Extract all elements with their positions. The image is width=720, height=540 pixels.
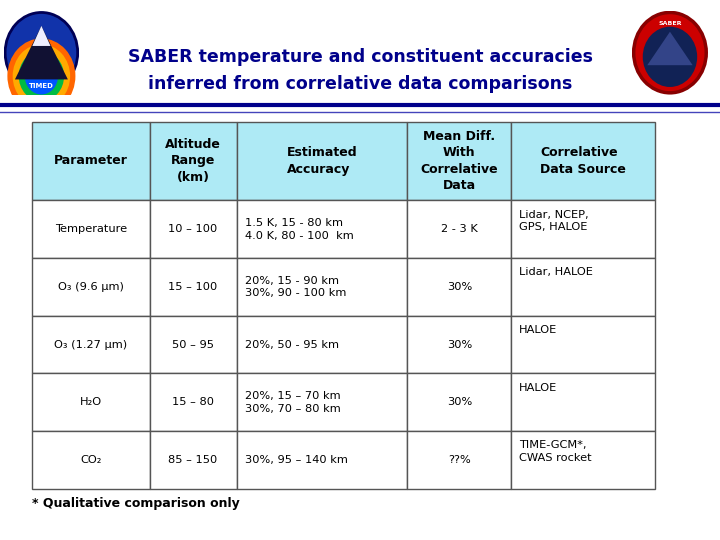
Text: 20%, 15 – 70 km
30%, 70 – 80 km: 20%, 15 – 70 km 30%, 70 – 80 km — [245, 391, 341, 414]
Text: ??%: ??% — [448, 455, 471, 465]
Bar — [237, 122, 408, 200]
Text: 30%: 30% — [446, 340, 472, 349]
Polygon shape — [15, 26, 68, 79]
Text: O₃ (9.6 μm): O₃ (9.6 μm) — [58, 282, 124, 292]
Text: Parameter: Parameter — [54, 154, 128, 167]
Bar — [511, 316, 655, 373]
Bar — [32, 316, 150, 373]
Text: HALOE: HALOE — [519, 325, 557, 335]
Text: SABER: SABER — [658, 21, 682, 26]
Bar — [408, 258, 511, 316]
Bar — [32, 258, 150, 316]
Bar — [150, 200, 237, 258]
Bar — [150, 122, 237, 200]
Polygon shape — [647, 32, 693, 65]
Bar — [511, 258, 655, 316]
Text: Estimated
Accuracy: Estimated Accuracy — [287, 146, 357, 176]
Text: 15 – 80: 15 – 80 — [172, 397, 214, 407]
Bar — [237, 316, 408, 373]
Text: 20%, 15 - 90 km
30%, 90 - 100 km: 20%, 15 - 90 km 30%, 90 - 100 km — [245, 275, 346, 298]
Text: 10 – 100: 10 – 100 — [168, 224, 217, 234]
Bar — [32, 431, 150, 489]
Text: TIME-GCM*,
CWAS rocket: TIME-GCM*, CWAS rocket — [519, 440, 592, 463]
Text: O₃ (1.27 μm): O₃ (1.27 μm) — [55, 340, 127, 349]
Bar — [408, 200, 511, 258]
Bar — [408, 431, 511, 489]
Text: 30%: 30% — [446, 282, 472, 292]
Bar — [237, 373, 408, 431]
Text: H₂O: H₂O — [80, 397, 102, 407]
Polygon shape — [32, 26, 50, 46]
Text: 30%, 95 – 140 km: 30%, 95 – 140 km — [245, 455, 348, 465]
Bar — [511, 431, 655, 489]
Text: * Qualitative comparison only: * Qualitative comparison only — [32, 497, 240, 510]
Circle shape — [5, 12, 78, 93]
Bar — [150, 258, 237, 316]
Text: TIMED: TIMED — [29, 84, 54, 90]
Bar — [150, 431, 237, 489]
Circle shape — [7, 38, 76, 114]
Bar — [32, 200, 150, 258]
Bar — [32, 122, 150, 200]
Bar — [408, 316, 511, 373]
Text: SABER temperature and constituent accuracies: SABER temperature and constituent accura… — [127, 48, 593, 66]
Text: Lidar, HALOE: Lidar, HALOE — [519, 267, 593, 277]
Text: 30%: 30% — [446, 397, 472, 407]
Bar — [32, 373, 150, 431]
Circle shape — [643, 26, 697, 87]
Text: 1.5 K, 15 - 80 km
4.0 K, 80 - 100  km: 1.5 K, 15 - 80 km 4.0 K, 80 - 100 km — [245, 218, 354, 241]
Text: 2 - 3 K: 2 - 3 K — [441, 224, 477, 234]
Bar — [237, 200, 408, 258]
Bar — [237, 431, 408, 489]
Bar — [150, 316, 237, 373]
Text: 15 – 100: 15 – 100 — [168, 282, 217, 292]
Bar — [511, 200, 655, 258]
Text: Lidar, NCEP,
GPS, HALOE: Lidar, NCEP, GPS, HALOE — [519, 210, 589, 232]
Text: 50 – 95: 50 – 95 — [172, 340, 214, 349]
Text: Altitude
Range
(km): Altitude Range (km) — [165, 138, 221, 184]
Text: Correlative
Data Source: Correlative Data Source — [540, 146, 626, 176]
Text: 85 – 150: 85 – 150 — [168, 455, 217, 465]
Text: Mean Diff.
With
Correlative
Data: Mean Diff. With Correlative Data — [420, 130, 498, 192]
Text: inferred from correlative data comparisons: inferred from correlative data compariso… — [148, 75, 572, 93]
Circle shape — [634, 12, 706, 93]
Circle shape — [24, 58, 58, 94]
Text: CO₂: CO₂ — [81, 455, 102, 465]
Bar — [237, 258, 408, 316]
Circle shape — [13, 44, 70, 108]
Text: 20%, 50 - 95 km: 20%, 50 - 95 km — [245, 340, 338, 349]
Circle shape — [19, 51, 64, 101]
Bar — [511, 122, 655, 200]
Bar — [511, 373, 655, 431]
Bar — [408, 373, 511, 431]
Text: Temperature: Temperature — [55, 224, 127, 234]
Bar — [408, 122, 511, 200]
Bar — [150, 373, 237, 431]
Text: HALOE: HALOE — [519, 382, 557, 393]
